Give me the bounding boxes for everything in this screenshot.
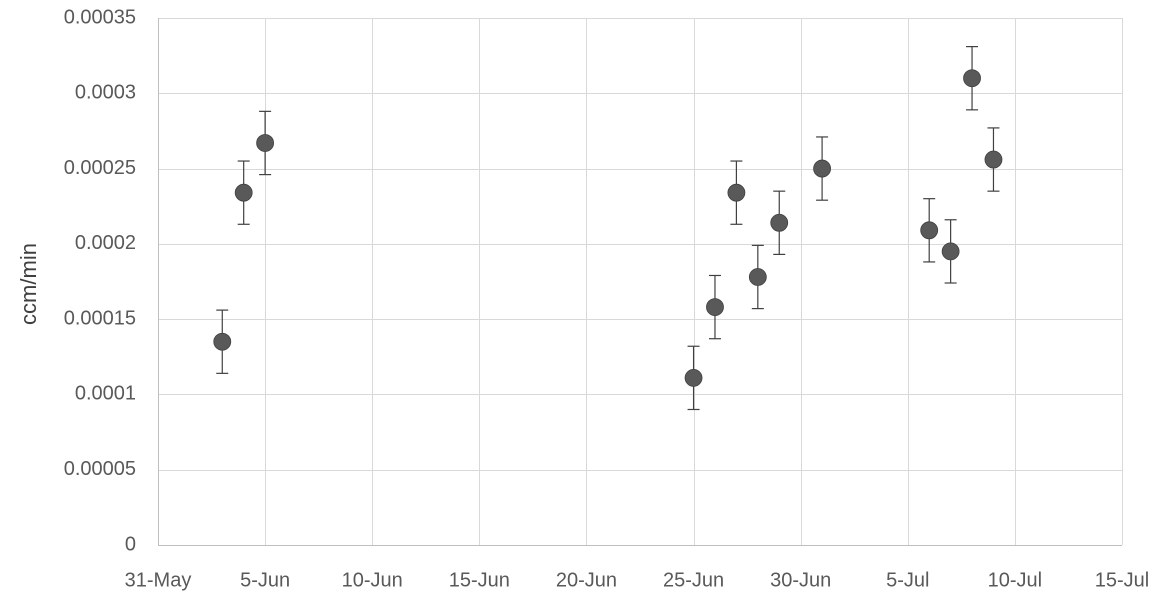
data-point — [942, 243, 959, 260]
data-point — [749, 268, 766, 285]
x-tick-label: 5-Jun — [240, 569, 290, 591]
axes — [158, 18, 1122, 546]
gridlines — [158, 18, 1123, 545]
data-point — [257, 134, 274, 151]
y-tick-label: 0 — [125, 533, 136, 555]
data-point — [771, 214, 788, 231]
y-tick-label: 0.0003 — [75, 82, 136, 104]
x-tick-label: 20-Jun — [556, 569, 617, 591]
y-tick-label: 0.00035 — [64, 6, 136, 28]
data-point — [706, 299, 723, 316]
data-point — [685, 369, 702, 386]
x-tick-label: 31-May — [125, 569, 192, 591]
y-tick-label: 0.00015 — [64, 307, 136, 329]
data-points — [214, 70, 1002, 387]
tick-labels: 0 0.00005 0.0001 0.00015 0.0002 0.00025 0.0003… — [64, 6, 1150, 591]
x-tick-label: 15-Jun — [449, 569, 510, 591]
x-tick-label: 15-Jul — [1095, 569, 1149, 591]
data-point — [921, 222, 938, 239]
y-tick-label: 0.0001 — [75, 383, 136, 405]
error-bars — [216, 47, 999, 410]
x-tick-label: 10-Jul — [988, 569, 1042, 591]
y-axis-label: ccm/min — [16, 243, 41, 325]
x-tick-label: 5-Jul — [886, 569, 929, 591]
data-point — [235, 184, 252, 201]
data-point — [964, 70, 981, 87]
y-tick-label: 0.0002 — [75, 232, 136, 254]
x-tick-label: 10-Jun — [342, 569, 403, 591]
x-tick-label: 25-Jun — [663, 569, 724, 591]
x-tick-label: 30-Jun — [770, 569, 831, 591]
data-point — [814, 160, 831, 177]
data-point — [985, 151, 1002, 168]
y-tick-label: 0.00005 — [64, 458, 136, 480]
data-point — [728, 184, 745, 201]
data-point — [214, 333, 231, 350]
y-tick-label: 0.00025 — [64, 157, 136, 179]
